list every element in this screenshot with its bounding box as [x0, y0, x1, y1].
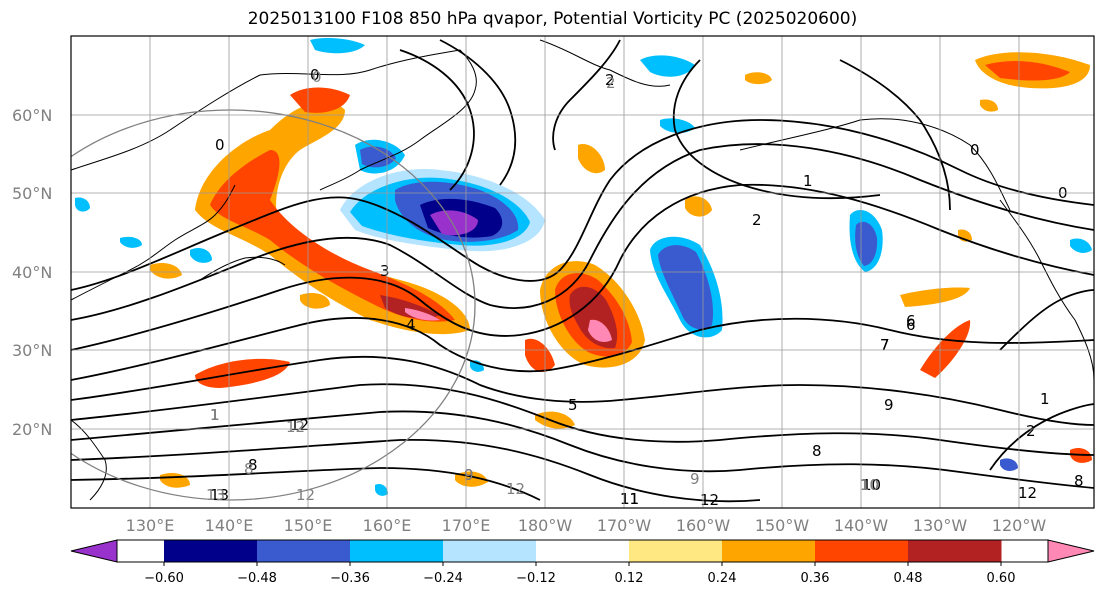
contour-label: 8: [248, 456, 258, 474]
contour-label: 10: [862, 476, 881, 494]
colorbar-cell: [443, 540, 537, 562]
colorbar-tick-label: 0.60: [987, 571, 1016, 586]
lat-label: 60°N: [12, 106, 52, 125]
lon-label: 140°W: [834, 516, 889, 535]
contour-label: 7: [880, 336, 890, 354]
lat-label: 20°N: [12, 420, 52, 439]
colorbar-left-extension: [70, 539, 118, 563]
colorbar-tick-label: 0.48: [894, 571, 923, 586]
contour-label: 13: [210, 486, 229, 504]
colorbar-outline: [116, 539, 1049, 563]
colorbar-cell: [629, 540, 723, 562]
contour-label-gray: 8: [244, 460, 254, 478]
colorbar-tick-label: 0.12: [615, 571, 644, 586]
contour-labels-gray: 0 2 1 8 9 12 13 12 12 10 9: [206, 68, 879, 504]
pv-contours: [71, 39, 1094, 503]
colorbar-cell: [908, 540, 1002, 562]
contour-label: 9: [884, 396, 894, 414]
contour-label: 9: [464, 466, 474, 484]
negative-anomaly-fill: [75, 37, 1092, 496]
contour-label: 12: [700, 491, 719, 509]
contour-label: 12: [1018, 484, 1037, 502]
contour-label-gray: 1: [210, 406, 220, 424]
map-frame: [70, 35, 1095, 509]
lat-label: 30°N: [12, 341, 52, 360]
contour-label-gray: 2: [606, 74, 616, 92]
colorbar-tick-label: 0.24: [708, 571, 737, 586]
lon-label: 150°W: [755, 516, 810, 535]
colorbar-cell: [164, 540, 258, 562]
contour-label: 11: [620, 490, 639, 508]
contour-label: 6: [906, 316, 916, 334]
colorbar-tick-label: 0.36: [801, 571, 830, 586]
contour-label: 7: [880, 336, 890, 354]
contour-label: 6: [906, 312, 916, 330]
lon-label: 140°E: [205, 516, 254, 535]
colorbar-cell: [350, 540, 444, 562]
contour-label: 12: [290, 416, 309, 434]
lon-label: 160°E: [363, 516, 412, 535]
lon-label: 160°W: [676, 516, 731, 535]
colorbar-tick-label: −0.60: [144, 571, 184, 586]
lon-label: 170°E: [442, 516, 491, 535]
contour-label-gray: 12: [506, 480, 525, 498]
contour-label: 0: [970, 141, 980, 159]
contour-label: 11: [620, 490, 639, 508]
lon-label: 180°W: [518, 516, 573, 535]
map-title: 2025013100 F108 850 hPa qvapor, Potentia…: [247, 9, 858, 29]
colorbar-cell: [536, 540, 630, 562]
contour-label: 2: [752, 211, 762, 229]
colorbar-tick-label: −0.12: [516, 571, 556, 586]
contour-label: 2: [1026, 422, 1036, 440]
contour-label-gray: 0: [312, 68, 322, 86]
graticule: [71, 36, 1094, 508]
contour-label-gray: 12: [286, 418, 305, 436]
longitude-labels: 130°E 140°E 150°E 160°E 170°E 180°W 170°…: [126, 516, 1047, 535]
lat-label: 40°N: [12, 263, 52, 282]
contour-label: 1: [803, 172, 813, 190]
contour-label: 1: [210, 406, 220, 424]
contour-label: 0: [215, 136, 225, 154]
lon-label: 130°E: [126, 516, 175, 535]
contour-label: 4: [406, 316, 416, 334]
lon-label: 120°W: [992, 516, 1047, 535]
colorbar-tick-label: −0.48: [237, 571, 277, 586]
contour-label: 1: [1040, 390, 1050, 408]
contour-label-gray: 10: [860, 476, 879, 494]
colorbar-tick-label: −0.24: [423, 571, 463, 586]
latitude-labels: 60°N 50°N 40°N 30°N 20°N: [12, 106, 52, 439]
contour-label: 0: [310, 66, 320, 84]
contour-label-gray: 12: [296, 486, 315, 504]
colorbar-cell: [815, 540, 909, 562]
contour-label-gray: 13: [206, 486, 225, 504]
contour-label: 5: [568, 396, 578, 414]
contour-label-gray: 9: [690, 470, 700, 488]
lon-label: 130°W: [913, 516, 968, 535]
contour-label: 3: [380, 262, 390, 280]
colorbar-cell: [722, 540, 816, 562]
contour-label: 8: [812, 442, 822, 460]
colorbar: −0.60 −0.48 −0.36 −0.24 −0.12 0.12 0.24 0.36 0.4…: [70, 539, 1095, 586]
colorbar-tick-label: −0.36: [330, 571, 370, 586]
lon-label: 170°W: [597, 516, 652, 535]
colorbar-right-extension: [1047, 539, 1095, 563]
contour-label-gray: 9: [464, 466, 474, 484]
lon-label: 150°E: [284, 516, 333, 535]
gray-contours: [71, 109, 476, 501]
contour-label: 8: [1074, 472, 1084, 490]
colorbar-cell: [257, 540, 351, 562]
contour-label: 2: [605, 71, 615, 89]
contour-labels-black: 0 2 0 1 2 3 4 5 6 7 8 9 10 11 12 13 0 1 …: [210, 66, 1084, 509]
lat-label: 50°N: [12, 184, 52, 203]
contour-label: 10: [860, 476, 879, 494]
